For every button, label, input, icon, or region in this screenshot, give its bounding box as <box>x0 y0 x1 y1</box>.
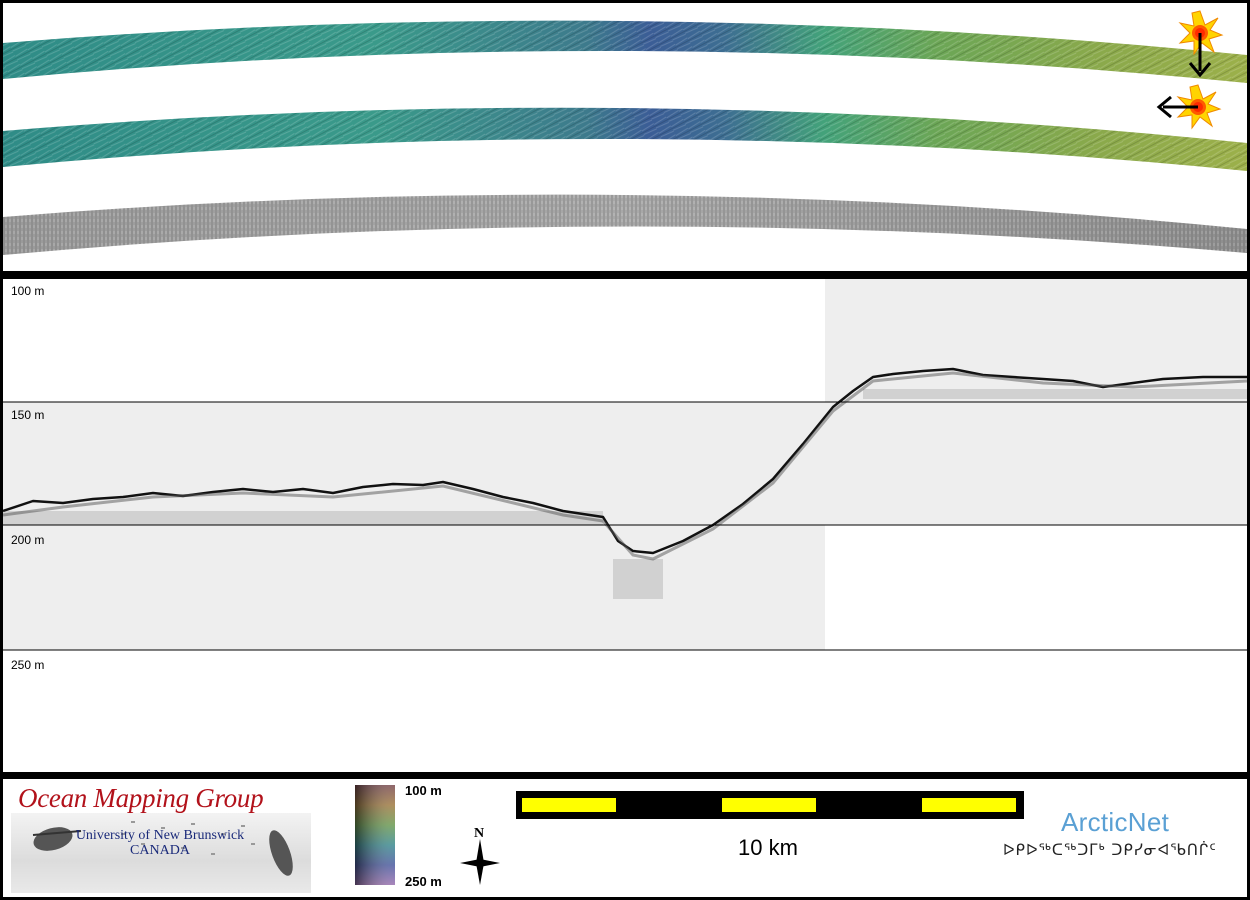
colorbar-bottom-label: 250 m <box>405 874 442 889</box>
down-arrow-icon <box>1188 33 1212 78</box>
subbottom-speckle <box>3 389 1247 599</box>
profile-window-left <box>3 402 825 650</box>
arcticnet-syllabics: ᐅᑭᐅᖅᑕᖅᑐᒥᒃ ᑐᑭᓯᓂᐊᖃᑎᒌᑦ <box>1003 841 1217 859</box>
depth-label-150: 150 m <box>11 408 44 422</box>
depth-colorbar <box>355 785 395 885</box>
arcticnet-logo: ArcticNet <box>1061 807 1170 837</box>
omg-logo-graphic <box>32 821 293 876</box>
swath-map <box>3 10 1247 255</box>
left-arrow-icon <box>1156 95 1198 119</box>
swath-map-panel <box>3 3 1247 271</box>
legend-footer: Ocean Mapping Group University of New Br… <box>3 779 1247 897</box>
shaded-relief-swath-1 <box>3 20 1247 83</box>
north-label: N <box>474 826 484 841</box>
backscatter-swath <box>3 194 1247 255</box>
depth-label-200: 200 m <box>11 533 44 547</box>
omg-country: CANADA <box>130 843 190 858</box>
scale-bar <box>516 791 1024 819</box>
scale-bar-label: 10 km <box>738 835 798 860</box>
omg-logo-background <box>11 813 311 893</box>
shaded-relief-swath-2 <box>3 107 1247 171</box>
omg-title: Ocean Mapping Group <box>18 783 264 813</box>
omg-affiliation: University of New Brunswick CANADA <box>55 828 265 858</box>
depth-profile-panel: 100 m 150 m 200 m 250 m <box>3 279 1247 772</box>
depth-label-250: 250 m <box>11 658 44 672</box>
north-arrow-icon: N <box>460 826 500 885</box>
omg-university: University of New Brunswick <box>75 828 245 843</box>
depth-label-100: 100 m <box>11 284 44 298</box>
depth-profile: 100 m 150 m 200 m 250 m <box>3 279 1247 672</box>
colorbar-top-label: 100 m <box>405 783 442 798</box>
